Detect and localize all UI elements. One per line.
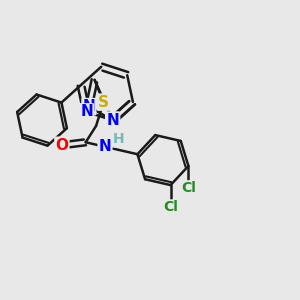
Text: S: S [98,94,109,110]
Text: N: N [82,99,95,114]
Text: N: N [106,113,119,128]
Text: N: N [99,139,111,154]
Text: H: H [112,132,124,146]
Text: N: N [106,113,119,128]
Text: O: O [56,138,68,153]
Text: N: N [80,104,93,119]
Text: Cl: Cl [163,200,178,214]
Text: Cl: Cl [181,181,196,195]
